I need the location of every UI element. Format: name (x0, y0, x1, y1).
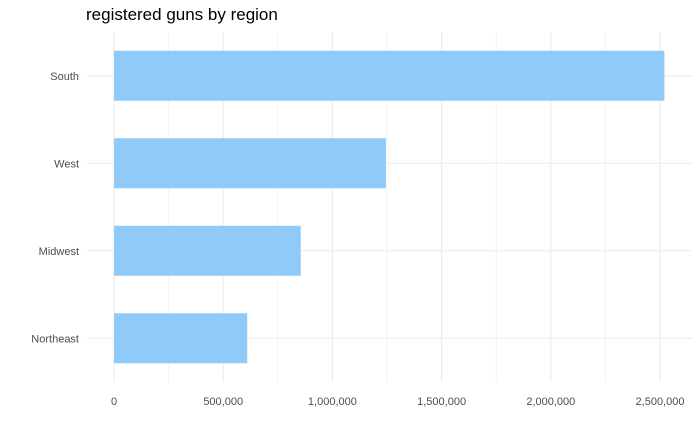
x-tick-label: 1,500,000 (417, 396, 466, 408)
bar-northeast (114, 313, 248, 364)
bar-midwest (114, 225, 301, 276)
y-tick-label: Northeast (31, 333, 79, 345)
y-tick-label: West (54, 158, 79, 170)
bar-south (114, 50, 665, 101)
y-tick-label: South (50, 71, 79, 83)
x-tick-label: 500,000 (203, 396, 243, 408)
x-tick-label: 2,500,000 (636, 396, 685, 408)
x-tick-label: 2,000,000 (526, 396, 575, 408)
x-tick-label: 0 (111, 396, 117, 408)
x-tick-label: 1,000,000 (308, 396, 357, 408)
bar-west (114, 138, 386, 189)
chart-title: registered guns by region (86, 5, 278, 24)
y-tick-label: Midwest (39, 246, 79, 258)
